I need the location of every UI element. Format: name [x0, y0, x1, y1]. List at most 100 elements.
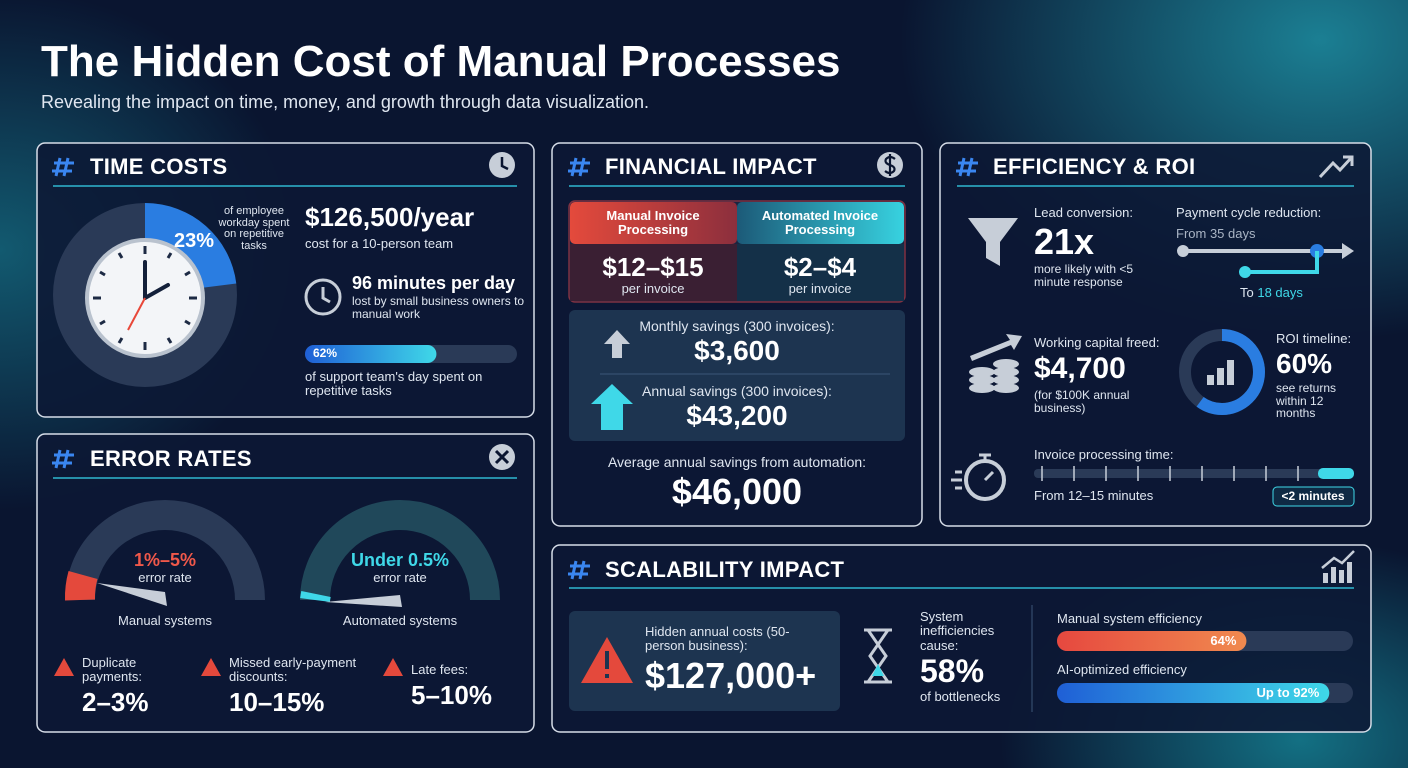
underlines — [53, 185, 1354, 589]
clock-hands — [143, 260, 170, 300]
manual-price-cell — [570, 244, 737, 301]
processing-from: From 12–15 minutes — [1034, 488, 1154, 503]
processing-fast — [1318, 468, 1354, 479]
capital-label: Working capital freed: — [1034, 335, 1160, 350]
chart-icon — [1321, 550, 1355, 583]
lead-label: Lead conversion: — [1034, 205, 1134, 220]
lead-caption: more likely with <5 minute response — [1034, 262, 1134, 289]
hash-icon — [568, 560, 590, 580]
gauge-label: error rate — [138, 570, 192, 585]
panel-title: EFFICIENCY & ROI — [993, 154, 1196, 179]
stat-label: Missed early-payment discounts: — [229, 655, 357, 685]
manual-cell — [570, 202, 737, 244]
timeline-reduction — [1245, 251, 1319, 274]
funnel-icon — [968, 218, 1018, 266]
close-icon-x — [494, 449, 510, 465]
gauge-track — [300, 500, 500, 601]
savings-value: $3,600 — [694, 335, 780, 366]
hidden-value: $127,000+ — [645, 655, 817, 696]
dollar-icon-sign — [884, 154, 896, 176]
processing-track — [1034, 469, 1354, 478]
panel — [939, 142, 1372, 527]
capital-value: $4,700 — [1034, 352, 1126, 385]
annual-caption: cost for a 10-person team — [305, 236, 454, 251]
page-subtitle: Revealing the impact on time, money, and… — [41, 92, 650, 112]
savings-label: Monthly savings (300 invoices): — [639, 318, 835, 334]
clock-icon-hands — [500, 157, 509, 171]
small-clock-icon — [304, 278, 342, 316]
column-price: $12–$15 — [602, 252, 704, 282]
small-clock-hands — [321, 287, 331, 304]
savings-box — [569, 310, 905, 441]
clock-ticks — [93, 246, 197, 350]
gauge-caption: Automated systems — [342, 613, 458, 628]
gauge-label: error rate — [373, 570, 427, 585]
bottleneck-value: 58% — [920, 653, 985, 689]
payment-to-value: 18 days — [1257, 285, 1303, 300]
payment-to-prefix: To — [1240, 285, 1254, 300]
gauge-segment — [64, 571, 98, 601]
stat-label: Late fees: — [411, 662, 469, 677]
stopwatch-details — [951, 453, 995, 490]
gauge-value: 1%–5% — [133, 550, 197, 570]
stat-value: 5–10% — [411, 680, 492, 710]
roi-bars-icon — [1207, 360, 1234, 385]
minutes-caption: lost by small business owners to manual … — [352, 294, 525, 321]
column-heading: Automated Invoice Processing — [761, 208, 879, 238]
capital-caption: (for $100K annual business) — [1034, 388, 1130, 415]
gauge-needle — [325, 595, 402, 607]
roi-value: 60% — [1276, 348, 1333, 379]
gauge-value: Under 0.5% — [350, 550, 450, 570]
bar-label: 64% — [1210, 633, 1237, 648]
bar-title: Manual system efficiency — [1057, 611, 1202, 626]
progress-caption: of support team's day spent on repetitiv… — [305, 369, 483, 399]
panel-title: TIME COSTS — [90, 154, 228, 179]
clock-second-hand — [127, 297, 146, 331]
panel-title: SCALABILITY IMPACT — [605, 557, 845, 582]
share-label: 23% — [174, 230, 215, 252]
bottleneck-label: System inefficiencies cause: — [920, 609, 995, 653]
hidden-cost-box — [569, 611, 840, 711]
hash-icon — [52, 157, 74, 177]
bottleneck-caption: of bottlenecks — [920, 689, 1001, 704]
savings-label: Annual savings (300 invoices): — [642, 383, 832, 399]
gauge-track — [65, 500, 265, 601]
column-unit: per invoice — [788, 281, 852, 296]
stat-label: Duplicate payments: — [82, 655, 142, 685]
payment-label: Payment cycle reduction: — [1176, 205, 1322, 220]
processing-ticks — [1041, 466, 1299, 481]
lead-value: 21x — [1034, 221, 1095, 262]
processing-to: <2 minutes — [1281, 489, 1345, 503]
savings-value: $43,200 — [686, 400, 788, 431]
panel-title: FINANCIAL IMPACT — [605, 154, 817, 179]
average-label: Average annual savings from automation: — [607, 454, 867, 470]
warning-icons — [54, 658, 403, 676]
gauge-needle — [97, 583, 167, 606]
coins-icon — [969, 334, 1022, 393]
efficiency-bar — [1057, 683, 1330, 703]
average-value: $46,000 — [671, 471, 803, 512]
hash-icon — [568, 157, 590, 177]
column-price: $2–$4 — [783, 252, 857, 282]
hourglass-icon — [864, 628, 892, 684]
share-caption: of employee workday spent on repetitive … — [218, 205, 290, 252]
trend-icon — [1318, 155, 1354, 179]
payment-to: To 18 days — [1240, 285, 1303, 300]
column-heading: Manual Invoice Processing — [606, 208, 700, 238]
timeline-end — [1239, 266, 1251, 278]
fast-badge — [1272, 486, 1355, 507]
page-title: The Hidden Cost of Manual Processes — [41, 37, 841, 86]
column-unit: per invoice — [621, 281, 685, 296]
hash-icon — [52, 449, 74, 469]
stat-value: 2–3% — [82, 687, 149, 717]
bar-title: AI-optimized efficiency — [1057, 662, 1187, 677]
roi-label: ROI timeline: — [1276, 331, 1352, 346]
timeline-arrow — [1342, 243, 1354, 259]
efficiency-bar — [1057, 631, 1247, 651]
savings-arrow — [591, 384, 633, 430]
timeline-start — [1177, 245, 1189, 257]
gauge-caption: Manual systems — [118, 613, 212, 628]
annual-cost: $126,500/year — [305, 202, 475, 232]
